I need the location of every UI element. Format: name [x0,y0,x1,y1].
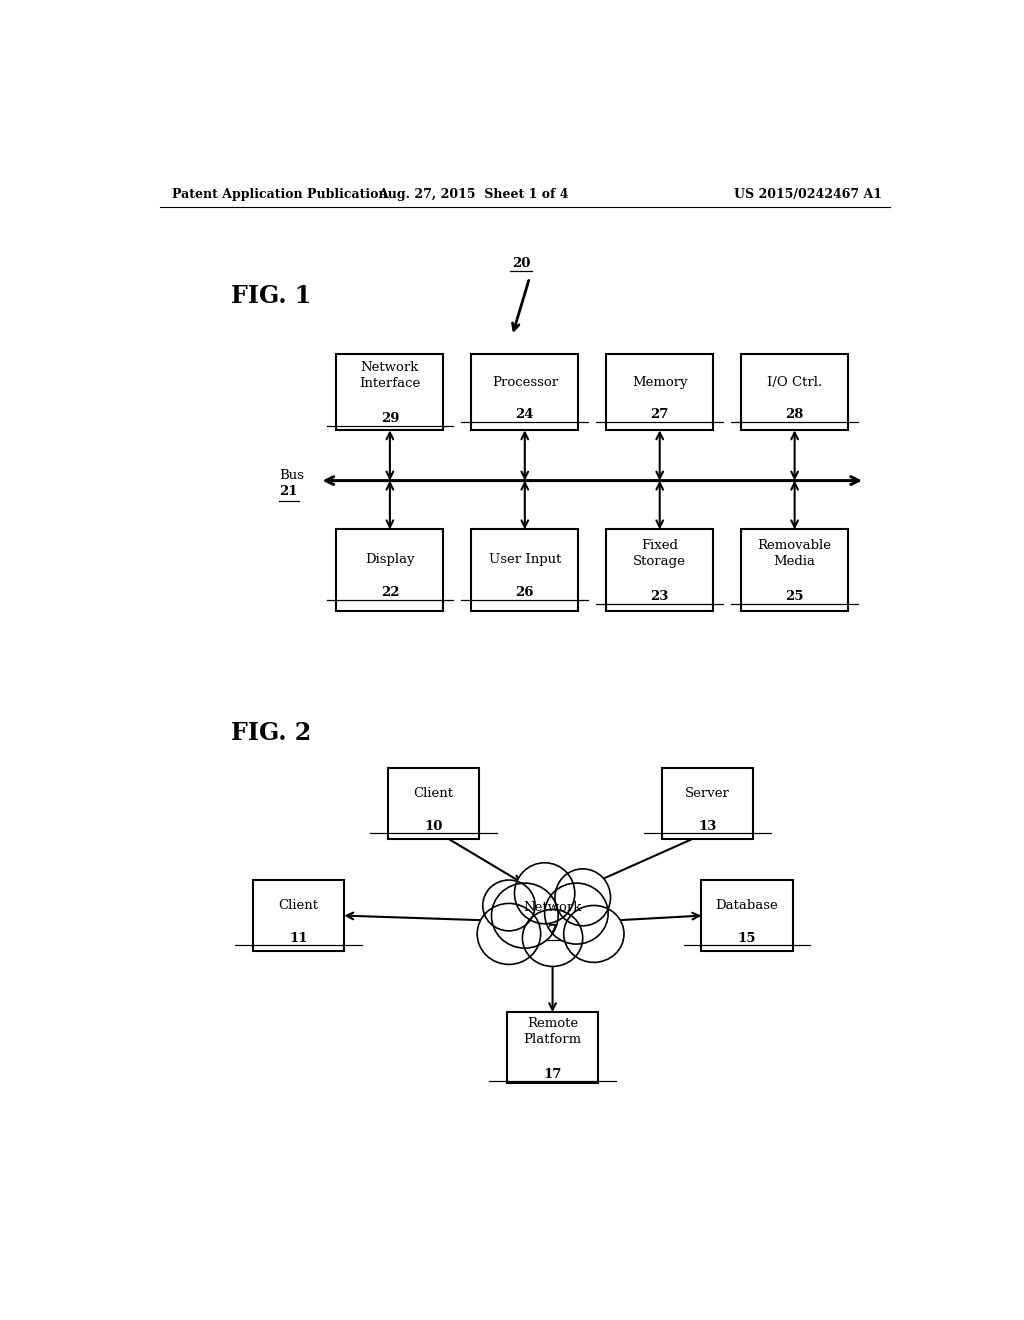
Ellipse shape [482,880,536,931]
Text: 21: 21 [279,486,297,498]
Text: 27: 27 [650,408,669,421]
Text: Fixed
Storage: Fixed Storage [633,540,686,569]
Text: 17: 17 [544,1068,562,1081]
Text: FIG. 2: FIG. 2 [231,721,311,744]
Ellipse shape [492,883,558,948]
Ellipse shape [545,883,608,944]
Text: Remote
Platform: Remote Platform [523,1016,582,1045]
FancyBboxPatch shape [388,768,479,840]
FancyBboxPatch shape [336,529,443,611]
Text: 25: 25 [785,590,804,603]
Text: Server: Server [685,787,730,800]
Ellipse shape [522,909,583,966]
FancyBboxPatch shape [471,354,579,430]
Ellipse shape [514,863,574,924]
Text: Client: Client [414,787,454,800]
Text: 24: 24 [515,408,535,421]
FancyBboxPatch shape [741,354,848,430]
Text: Aug. 27, 2015  Sheet 1 of 4: Aug. 27, 2015 Sheet 1 of 4 [378,189,568,202]
Ellipse shape [477,903,541,965]
Text: Network
Interface: Network Interface [359,362,421,391]
Text: 20: 20 [512,257,530,271]
FancyBboxPatch shape [507,1012,598,1084]
Text: 22: 22 [381,586,399,599]
Text: 10: 10 [424,820,442,833]
Text: Network: Network [523,902,582,913]
Text: Removable
Media: Removable Media [758,540,831,569]
Text: Client: Client [279,899,318,912]
FancyBboxPatch shape [253,880,344,952]
Text: Bus: Bus [279,469,304,482]
Text: Processor: Processor [492,375,558,388]
Text: 7: 7 [548,924,557,937]
Ellipse shape [555,869,610,925]
FancyBboxPatch shape [606,529,714,611]
Text: Database: Database [716,899,778,912]
Text: Display: Display [366,553,415,566]
Text: 29: 29 [381,412,399,425]
Text: 13: 13 [698,820,717,833]
Text: I/O Ctrl.: I/O Ctrl. [767,375,822,388]
Text: User Input: User Input [488,553,561,566]
Text: 15: 15 [737,932,757,945]
Ellipse shape [563,906,624,962]
Text: US 2015/0242467 A1: US 2015/0242467 A1 [734,189,882,202]
FancyBboxPatch shape [741,529,848,611]
FancyBboxPatch shape [662,768,753,840]
Text: 23: 23 [650,590,669,603]
FancyBboxPatch shape [336,354,443,430]
FancyBboxPatch shape [701,880,793,952]
Text: Memory: Memory [632,375,687,388]
FancyBboxPatch shape [471,529,579,611]
Text: 11: 11 [290,932,308,945]
Text: FIG. 1: FIG. 1 [231,284,311,308]
FancyBboxPatch shape [606,354,714,430]
Text: Patent Application Publication: Patent Application Publication [172,189,387,202]
Text: 26: 26 [515,586,535,599]
Text: 28: 28 [785,408,804,421]
